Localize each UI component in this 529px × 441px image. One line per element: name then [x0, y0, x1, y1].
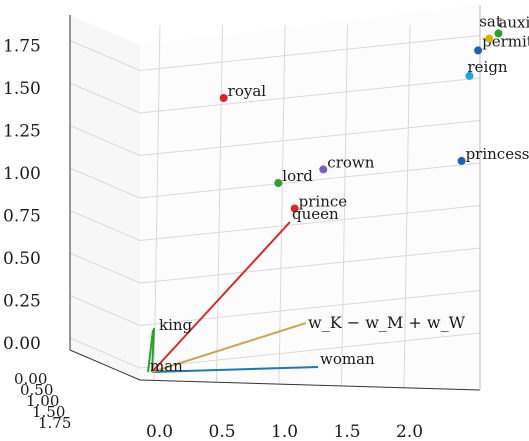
y-tick-label: 0.00 [3, 334, 41, 354]
point-label-princess: princess [466, 145, 529, 163]
grid-line-left [69, 252, 141, 284]
point-label-prince: prince [299, 193, 348, 211]
king-label: king [159, 316, 193, 334]
vector-wkwmww [151, 322, 307, 373]
point-label-permitting: permitting [482, 32, 529, 50]
grid-line-back [139, 35, 481, 71]
x-tick-label: 2.0 [396, 422, 423, 441]
y-tick-label: 0.50 [3, 249, 41, 269]
axis-frame [69, 5, 481, 391]
grid-line-vertical [403, 24, 411, 388]
z-tick-label: 0.50 [20, 381, 53, 399]
vectors [147, 221, 319, 373]
y-tick-label: 0.25 [3, 292, 41, 312]
grid-line-left [69, 295, 141, 326]
point-label-auxiliary: auxiliary [498, 13, 529, 31]
point-label-crown: crown [327, 153, 374, 171]
points: royal lord crown prince princess reign permitt… [219, 13, 529, 213]
vector-king [151, 327, 155, 373]
point-princess [457, 156, 466, 165]
point-reign [465, 71, 474, 80]
man-label: man [150, 357, 183, 375]
x-tick-label: 1.0 [271, 422, 298, 441]
point-label-reign: reign [467, 58, 507, 76]
grid-line-left [69, 125, 141, 156]
point-sat [485, 34, 494, 43]
x-tick-label: 1.5 [334, 422, 361, 441]
grid-line-vertical [216, 24, 223, 382]
point-royal [219, 94, 228, 102]
y-tick-label: 0.75 [3, 207, 41, 227]
y-tick-label: 1.75 [3, 37, 41, 57]
vector-king-stem [147, 329, 154, 373]
y-tick-label: 1.00 [3, 164, 41, 184]
left-pane [70, 15, 140, 380]
y-tick-labels: 0.00 0.25 0.50 0.75 1.00 1.25 1.50 1.75 [3, 37, 41, 355]
grid-line-vertical [341, 24, 348, 386]
grid-line-back [139, 290, 481, 326]
z-tick-labels: 0.000.501.001.501.75 [14, 370, 71, 432]
point-crown [319, 165, 328, 174]
grid-line-left [69, 167, 141, 199]
z-tick-label: 1.00 [26, 392, 59, 410]
x-tick-label: 0.5 [209, 422, 236, 441]
queen-label: queen [292, 205, 339, 223]
point-permitting [474, 46, 483, 55]
z-tick-label: 1.75 [38, 414, 71, 432]
grid-lines [69, 24, 481, 388]
grid-line-back [139, 247, 481, 284]
x-tick-label: 0.0 [146, 422, 173, 441]
grid-line-left [69, 40, 141, 71]
y-tick-label: 1.50 [3, 79, 41, 99]
x-tick-labels: 0.0 0.5 1.0 1.5 2.0 [146, 422, 423, 441]
point-label-sat: sat [479, 13, 502, 31]
grid-line-back [139, 332, 481, 369]
vector-queen [151, 221, 291, 373]
anchor-labels: man king queen woman w_K − w_M + w_W [150, 205, 466, 375]
grid-line-back [139, 120, 481, 156]
depth-axis-line [69, 349, 141, 381]
grid-line-left [69, 82, 141, 114]
point-label-lord: lord [282, 167, 313, 185]
grid-line-vertical [278, 24, 286, 384]
point-prince [290, 204, 299, 213]
woman-label: woman [320, 350, 375, 368]
grid-line-back [139, 77, 481, 114]
grid-line-back [139, 162, 481, 199]
x-axis-line [139, 379, 481, 391]
point-label-royal: royal [228, 82, 267, 100]
z-tick-label: 1.50 [32, 403, 65, 421]
grid-line-left [69, 210, 141, 241]
equation-label: w_K − w_M + w_W [308, 313, 466, 332]
point-auxiliary [494, 29, 503, 38]
grid-line-back [139, 205, 481, 241]
grid-line-vertical [153, 24, 161, 381]
y-tick-label: 1.25 [3, 122, 41, 142]
point-lord [274, 179, 283, 187]
vector-woman [151, 366, 319, 373]
grid-line-left [69, 337, 141, 369]
z-tick-label: 0.00 [14, 370, 47, 388]
